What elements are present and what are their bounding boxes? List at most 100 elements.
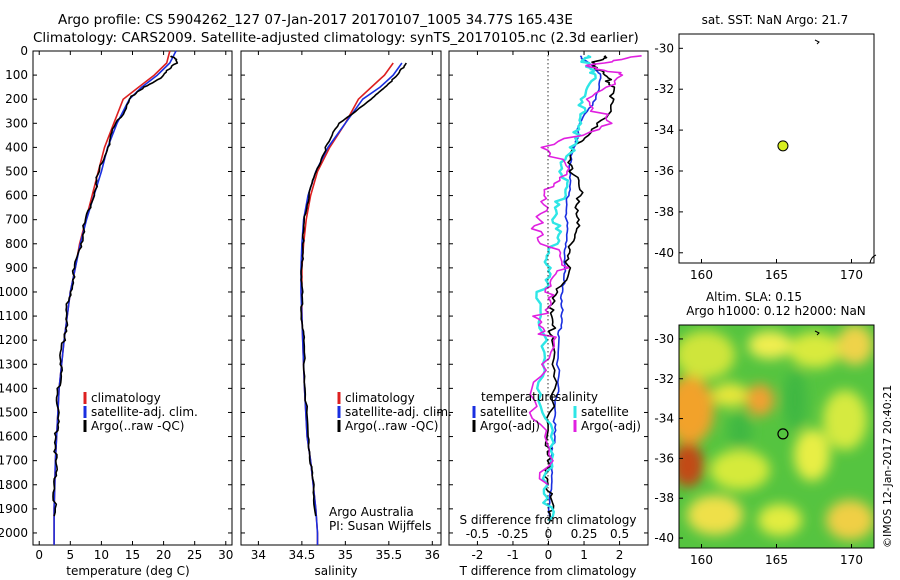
lat-tick-label: -32 (654, 82, 674, 96)
series-line-1-1 (300, 62, 403, 545)
header-line-2: Climatology: CARS2009. Satellite-adjuste… (33, 30, 639, 46)
bottom-map-title-1: Altim. SLA: 0.15 (706, 290, 802, 304)
x-tick-label: 34 (251, 548, 266, 562)
lat-tick-label: -30 (654, 41, 674, 55)
lat-tick-label: -36 (654, 451, 674, 465)
x-tick-label: 0 (545, 548, 553, 562)
header-line-1: Argo profile: CS 5904262_127 07-Jan-2017… (58, 12, 573, 28)
depth-tick-label: 500 (5, 164, 28, 178)
depth-tick-label: 1100 (0, 309, 28, 323)
panel-ticks: 0 5 10 15 20 25 30 34 34.5 35 35.5 36 -2 -1 0 1 2 -0.5 -0.… (35, 51, 629, 562)
x-tick-label: 15 (125, 548, 140, 562)
depth-tick-label: 1500 (0, 405, 28, 419)
depth-tick-label: 1400 (0, 381, 28, 395)
x-tick-label: 30 (218, 548, 233, 562)
x-tick-label: 25 (187, 548, 202, 562)
depth-tick-label: 2000 (0, 526, 28, 540)
depth-tick-label: 1900 (0, 502, 28, 516)
depth-tick-label: 600 (5, 189, 28, 203)
x-tick-label: 36 (425, 548, 440, 562)
depth-tick-label: 900 (5, 261, 28, 275)
x2-tick-label: -0.25 (497, 527, 528, 541)
x-tick-label: 10 (94, 548, 109, 562)
x-tick-label: 35.5 (375, 548, 402, 562)
salinity-panel-frame (240, 50, 442, 546)
lat-tick-label: -36 (654, 164, 674, 178)
series-line-2-2 (535, 54, 597, 522)
series-line-0-2 (52, 55, 179, 517)
temperature-panel-frame (32, 50, 233, 546)
x2-tick-label: -0.5 (466, 527, 489, 541)
credit-line-2: PI: Susan Wijffels (329, 519, 431, 533)
legend-label-argo: Argo(..raw -QC) (345, 419, 438, 433)
x-tick-label: 0 (35, 548, 43, 562)
heatmap-field (679, 325, 874, 540)
difference-legend: temperature salinity satellite Argo(-adj… (472, 390, 641, 433)
depth-tick-label: 1300 (0, 357, 28, 371)
lat-tick-label: -34 (654, 123, 674, 137)
depth-tick-label: 300 (5, 116, 28, 130)
s-diff-xlabel: S difference from climatology (460, 513, 637, 527)
x-tick-label: 34.5 (289, 548, 316, 562)
salinity-legend: climatology satellite-adj. clim. Argo(..… (337, 391, 452, 433)
depth-tick-label: 200 (5, 92, 28, 106)
series-line-2-3 (528, 55, 642, 486)
lat-tick-label: -40 (654, 246, 674, 260)
imos-timestamp: ©IMOS 12-Jan-2017 20:40:21 (881, 385, 894, 548)
x-tick-label: 20 (156, 548, 171, 562)
lat-tick-label: -40 (654, 531, 674, 545)
x2-tick-label: 0.25 (571, 527, 598, 541)
lat-tick-label: -34 (654, 412, 674, 426)
lon-tick-label: 170 (840, 553, 863, 567)
lon-tick-label: 165 (765, 553, 788, 567)
salinity-xlabel: salinity (314, 564, 357, 578)
legend-label-t-argo: Argo(-adj) (480, 419, 540, 433)
x2-tick-label: 0 (545, 527, 553, 541)
series-line-1-2 (300, 62, 407, 517)
legend-label-satellite: satellite-adj. clim. (91, 405, 198, 419)
legend-label-t-satellite: satellite (480, 405, 528, 419)
depth-tick-label: 700 (5, 213, 28, 227)
x-tick-label: 2 (616, 548, 624, 562)
depth-tick-label: 0 (20, 44, 28, 58)
lon-tick-label: 165 (765, 268, 788, 282)
series-line-0-0 (53, 50, 171, 545)
coastline-fragment (814, 330, 820, 336)
profile-series (52, 50, 642, 545)
top-map-axes: 160 165 170 -30 -32 -34 -36 -38 -40 (654, 41, 863, 282)
sla-heatmap (679, 325, 874, 548)
legend-label-climatology: climatology (345, 391, 415, 405)
legend-label-argo: Argo(..raw -QC) (91, 419, 184, 433)
top-map-title: sat. SST: NaN Argo: 21.7 (702, 13, 849, 27)
depth-tick-label: 100 (5, 68, 28, 82)
depth-axis: 0 100 200 300 400 500 600 700 800 900 1000 1100 1200… (0, 44, 648, 540)
float-position-marker (777, 140, 789, 152)
x-tick-label: 35 (338, 548, 353, 562)
temperature-xlabel: temperature (deg C) (66, 564, 189, 578)
credit-line-1: Argo Australia (329, 505, 414, 519)
legend-label-s-argo: Argo(-adj) (581, 419, 641, 433)
temperature-legend: climatology satellite-adj. clim. Argo(..… (83, 391, 198, 433)
depth-tick-label: 1000 (0, 285, 28, 299)
lat-tick-label: -32 (654, 372, 674, 386)
depth-tick-label: 1700 (0, 454, 28, 468)
legend-head-salinity: salinity (555, 390, 598, 404)
depth-tick-label: 1800 (0, 478, 28, 492)
lon-tick-label: 170 (840, 268, 863, 282)
lat-tick-label: -38 (654, 491, 674, 505)
depth-tick-label: 800 (5, 237, 28, 251)
x2-tick-label: 0.5 (610, 527, 629, 541)
lon-tick-label: 160 (690, 553, 713, 567)
legend-label-satellite: satellite-adj. clim. (345, 405, 452, 419)
bottom-map-axes: 160 165 170 -30 -32 -34 -36 -38 -40 (654, 332, 863, 567)
float-markers (777, 140, 789, 440)
legend-label-s-satellite: satellite (581, 405, 629, 419)
legend-head-temperature: temperature (481, 390, 556, 404)
series-line-2-0 (547, 55, 602, 521)
lat-tick-label: -30 (654, 332, 674, 346)
lat-tick-label: -38 (654, 205, 674, 219)
coastline-fragment (814, 39, 820, 45)
x-tick-label: -2 (471, 548, 483, 562)
t-diff-xlabel: T difference from climatology (459, 564, 637, 578)
